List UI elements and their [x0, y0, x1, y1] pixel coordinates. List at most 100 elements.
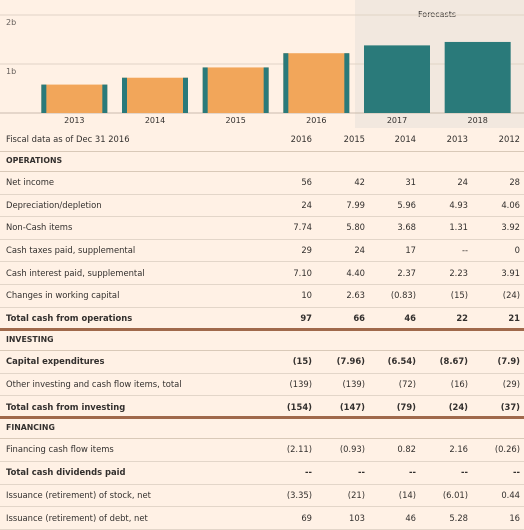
- table-row-total-cash-from-investing: Total cash from investing (154) (147) (79) (…: [0, 396, 524, 420]
- cell-2013: 5.28: [449, 512, 468, 523]
- cell-2012: 3.91: [501, 267, 520, 278]
- x-tick-label: 2015: [225, 116, 245, 125]
- section-header-financing: FINANCING: [0, 419, 524, 440]
- cell-2014: 2.37: [397, 267, 416, 278]
- cell-2012: 0: [514, 245, 520, 256]
- bar-2014-left-edge: [122, 77, 127, 113]
- table-row-non-cash-items: Non-Cash items 7.74 5.80 3.68 1.31 3.92: [0, 217, 524, 240]
- row-label: Other investing and cash flow items, tot…: [6, 378, 182, 389]
- cell-2014: 46: [404, 313, 416, 324]
- cell-2015: (7.96): [336, 356, 365, 367]
- cell-2012: 28: [509, 177, 520, 188]
- cell-2015: (21): [347, 490, 365, 501]
- cell-2015: 66: [353, 313, 365, 324]
- row-label: Cash taxes paid, supplemental: [6, 245, 136, 256]
- cell-2015: --: [358, 467, 365, 478]
- cell-2012: --: [513, 467, 520, 478]
- cell-2014: --: [409, 467, 416, 478]
- row-label: Capital expenditures: [6, 356, 105, 367]
- column-header-2013: 2013: [446, 134, 468, 144]
- cell-2013: (6.01): [442, 490, 468, 501]
- row-label: OPERATIONS: [6, 156, 63, 165]
- cell-2014: (0.83): [390, 290, 416, 301]
- cell-2012: (37): [500, 401, 520, 412]
- cell-2016: (15): [292, 356, 312, 367]
- cell-2016: 97: [300, 313, 312, 324]
- table-row-other-investing-and-cash-flow-items-total: Other investing and cash flow items, tot…: [0, 374, 524, 397]
- row-label: Total cash from operations: [6, 313, 133, 324]
- cell-2014: 31: [405, 177, 416, 188]
- cell-2012: (24): [502, 290, 520, 301]
- cell-2016: 7.10: [293, 267, 312, 278]
- cell-2012: 21: [508, 313, 520, 324]
- column-header-2012: 2012: [498, 134, 520, 144]
- y-tick-label: 2b: [6, 18, 16, 27]
- bar-2013-right-edge: [102, 84, 108, 113]
- section-header-operations: OPERATIONS: [0, 152, 524, 172]
- row-label: Financing cash flow items: [6, 444, 114, 455]
- table-row-total-cash-dividends-paid: Total cash dividends paid -- -- -- -- --: [0, 462, 524, 485]
- cell-2012: 0.44: [501, 490, 520, 501]
- table-row-changes-in-working-capital: Changes in working capital 10 2.63 (0.83) (1…: [0, 285, 524, 308]
- cell-2013: --: [461, 467, 468, 478]
- cell-2016: 24: [301, 199, 312, 210]
- table-row-cash-interest-paid-supplemental: Cash interest paid, supplemental 7.10 4.40…: [0, 262, 524, 285]
- y-tick-label: 1b: [6, 67, 16, 76]
- cell-2014: 5.96: [397, 199, 416, 210]
- cell-2012: (29): [502, 378, 520, 389]
- cell-2016: 56: [301, 177, 312, 188]
- table-row-cash-taxes-paid-supplemental: Cash taxes paid, supplemental 29 24 17 -- 0: [0, 240, 524, 263]
- table-header-row: Fiscal data as of Dec 31 2016 2016 2015 201…: [0, 128, 524, 152]
- x-tick-label: 2016: [306, 116, 326, 125]
- cell-2014: 0.82: [397, 444, 416, 455]
- column-header-2014: 2014: [394, 134, 416, 144]
- bar-2013-left-edge: [41, 84, 47, 113]
- cell-2016: 7.74: [293, 222, 312, 233]
- cell-2012: 16: [509, 512, 520, 523]
- cell-2014: (79): [396, 401, 416, 412]
- cell-2016: (3.35): [286, 490, 312, 501]
- cell-2012: 4.06: [501, 199, 520, 210]
- cell-2014: (72): [398, 378, 416, 389]
- row-label: Total cash from investing: [6, 401, 126, 412]
- bar-2015: [202, 67, 269, 113]
- cell-2013: (8.67): [439, 356, 468, 367]
- column-header-2016: 2016: [290, 134, 312, 144]
- cell-2013: (15): [450, 290, 468, 301]
- cell-2016: 29: [301, 245, 312, 256]
- table-row-depreciation-depletion: Depreciation/depletion 24 7.99 5.96 4.93 4.06: [0, 195, 524, 218]
- cell-2016: 10: [301, 290, 312, 301]
- bar-2016: [283, 53, 350, 113]
- row-label: Net income: [6, 177, 55, 188]
- cell-2015: 24: [354, 245, 365, 256]
- bar-2016-right-edge: [344, 53, 350, 113]
- cell-2014: (14): [398, 490, 416, 501]
- cell-2015: 7.99: [346, 199, 365, 210]
- column-header-2015: 2015: [343, 134, 365, 144]
- cell-2012: (0.26): [494, 444, 520, 455]
- x-tick-label: 2013: [64, 116, 84, 125]
- table-row-financing-cash-flow-items: Financing cash flow items (2.11) (0.93) 0.8…: [0, 439, 524, 462]
- cell-2015: 5.80: [346, 222, 365, 233]
- cell-2014: 3.68: [397, 222, 416, 233]
- cell-2013: 2.16: [449, 444, 468, 455]
- cell-2014: 46: [405, 512, 416, 523]
- cash-flow-table: Fiscal data as of Dec 31 2016 2016 2015 201…: [0, 128, 524, 530]
- cell-2013: 1.31: [449, 222, 468, 233]
- section-header-investing: INVESTING: [0, 331, 524, 351]
- cell-2016: 69: [301, 512, 312, 523]
- bar-2014: [122, 77, 188, 113]
- x-tick-label: 2018: [467, 116, 487, 125]
- cell-2013: (24): [448, 401, 468, 412]
- row-label: INVESTING: [6, 334, 54, 344]
- cell-2015: 2.63: [346, 290, 365, 301]
- row-label: Changes in working capital: [6, 290, 120, 301]
- bar-2014-right-edge: [183, 77, 188, 113]
- cell-2014: (6.54): [387, 356, 416, 367]
- cell-2016: (2.11): [286, 444, 312, 455]
- cell-2013: 2.23: [449, 267, 468, 278]
- x-tick-label: 2017: [387, 116, 407, 125]
- row-label: FINANCING: [6, 423, 55, 433]
- table-row-net-income: Net income 56 42 31 24 28: [0, 172, 524, 195]
